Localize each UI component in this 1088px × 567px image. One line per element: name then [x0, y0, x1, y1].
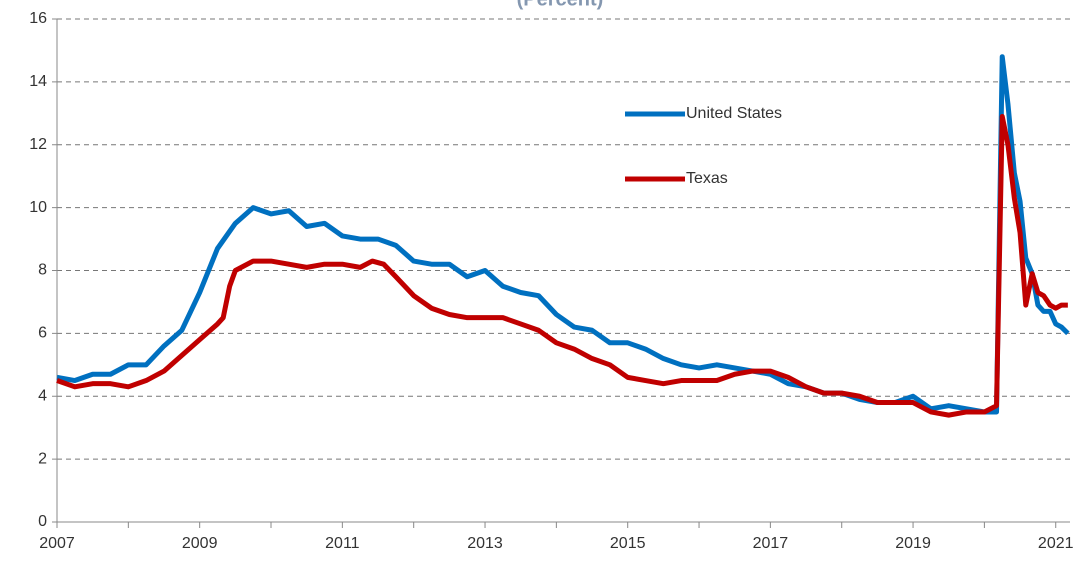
series-line [56, 54, 1070, 415]
series-line [56, 113, 1068, 418]
y-tick-label: 4 [38, 387, 47, 404]
y-tick-label: 16 [29, 10, 47, 27]
x-tick-label: 2019 [895, 535, 931, 552]
x-tick-label: 2007 [39, 535, 75, 552]
y-tick-label: 2 [38, 450, 47, 467]
y-tick-label: 8 [38, 262, 47, 279]
x-tick-label: 2015 [610, 535, 646, 552]
x-tick-label: 2021 [1038, 535, 1074, 552]
legend-label: United States [686, 105, 782, 122]
y-tick-label: 12 [29, 136, 47, 153]
chart-subtitle: (Percent) [517, 0, 604, 10]
x-tick-label: 2017 [753, 535, 789, 552]
x-tick-label: 2011 [325, 535, 360, 552]
y-tick-label: 14 [29, 73, 47, 90]
y-tick-label: 10 [29, 199, 47, 216]
y-tick-label: 6 [38, 325, 47, 342]
y-tick-label: 0 [38, 513, 47, 530]
x-tick-label: 2013 [467, 535, 503, 552]
legend-label: Texas [686, 170, 728, 187]
x-tick-label: 2009 [182, 535, 218, 552]
